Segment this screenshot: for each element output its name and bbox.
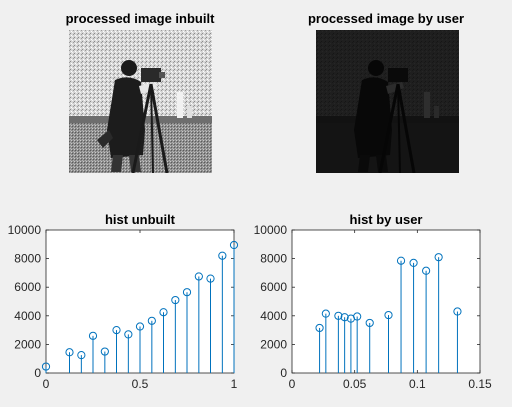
chart-1-stem-marker xyxy=(206,274,215,283)
chart-2-stem-marker xyxy=(434,253,443,262)
chart-1-stem-marker xyxy=(124,330,133,339)
chart-2-stem-marker xyxy=(422,266,431,275)
chart-1-stem-marker xyxy=(182,288,192,297)
chart-2-ytick-label: 8000 xyxy=(260,252,287,266)
chart-1-stem-marker xyxy=(229,240,239,250)
chart-1-ytick-label: 10000 xyxy=(8,223,42,237)
chart-2-stem-marker xyxy=(409,258,418,267)
chart-2-xtick-label: 0.1 xyxy=(409,377,426,391)
chart-title-hist-unbuilt: hist unbuilt xyxy=(104,212,176,227)
chart-2-stem-marker xyxy=(340,313,349,322)
chart-1-stem-marker xyxy=(194,272,203,281)
chart-2-ytick-label: 4000 xyxy=(260,309,287,323)
chart-2-xtick-label: 0 xyxy=(289,377,296,391)
chart-1-ytick-label: 0 xyxy=(34,366,41,380)
chart-2-stem-marker xyxy=(453,307,462,316)
chart-1-xtick-label: 1 xyxy=(231,377,238,391)
chart-1-xtick-label: 0 xyxy=(43,377,50,391)
chart-1-stem-marker xyxy=(135,322,145,331)
chart-2-stem-marker xyxy=(384,310,393,320)
chart-2-stem-marker xyxy=(334,311,343,320)
chart-2-stem-marker xyxy=(396,256,406,265)
chart-1-stem-marker xyxy=(65,348,74,357)
chart-1-stem-marker xyxy=(41,362,51,371)
chart-2-stem-marker xyxy=(315,323,324,333)
chart-1-ytick-label: 4000 xyxy=(14,309,41,323)
chart-2-ytick-label: 6000 xyxy=(260,280,287,294)
chart-1-stem-marker xyxy=(88,331,98,340)
chart-2-stem-marker xyxy=(365,318,374,328)
image-title-by-user: processed image by user xyxy=(307,11,465,26)
chart-1-stem-marker xyxy=(147,316,156,325)
chart-title-hist-by-user: hist by user xyxy=(349,212,423,227)
chart-1-ytick-label: 6000 xyxy=(14,280,41,294)
chart-1-stem-marker xyxy=(77,351,86,360)
chart-2-xtick-label: 0.05 xyxy=(343,377,367,391)
chart-2-xtick-label: 0.15 xyxy=(468,377,492,391)
chart-2-stem-marker xyxy=(353,312,362,321)
chart-2-ytick-label: 0 xyxy=(280,366,287,380)
processed-image-inbuilt xyxy=(69,30,212,173)
chart-2-ytick-label: 2000 xyxy=(260,337,287,351)
chart-2-stem-marker xyxy=(321,309,330,318)
processed-image-by-user xyxy=(316,30,459,173)
image-title-inbuilt: processed image inbuilt xyxy=(65,11,215,26)
chart-1-stem-marker xyxy=(171,295,180,305)
chart-1-ytick-label: 2000 xyxy=(14,337,41,351)
chart-1-stem-marker xyxy=(100,347,109,356)
chart-1-stem-marker xyxy=(112,326,121,335)
chart-1-ytick-label: 8000 xyxy=(14,252,41,266)
chart-2-axes-box xyxy=(291,229,481,374)
chart-2-ytick-label: 10000 xyxy=(254,223,288,237)
chart-1-xtick-label: 0.5 xyxy=(132,377,149,391)
chart-1-stem-marker xyxy=(218,251,227,260)
chart-1-stem-marker xyxy=(159,308,168,317)
